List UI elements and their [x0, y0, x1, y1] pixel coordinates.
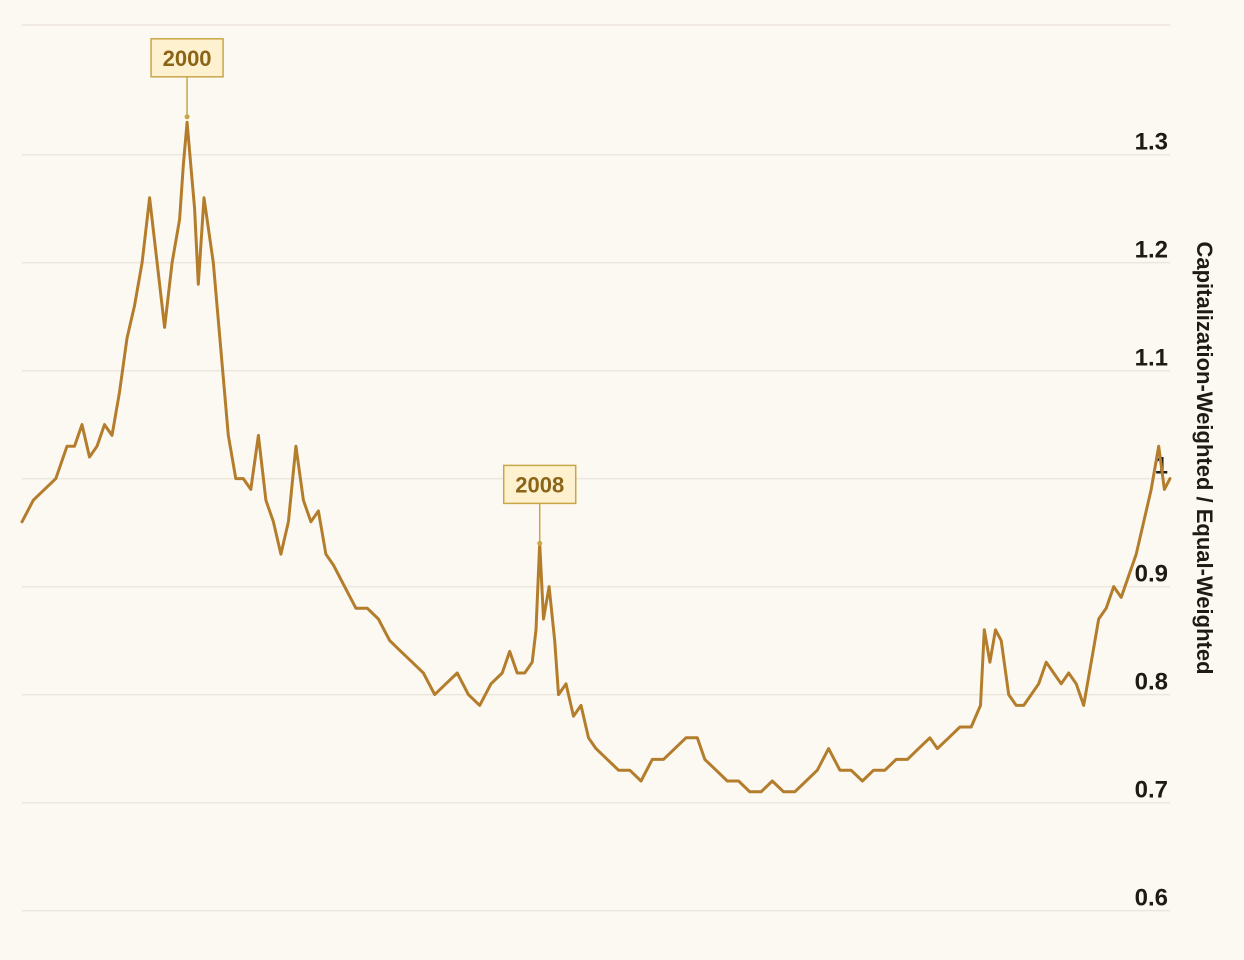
annotations: 2000 2008 — [150, 38, 577, 546]
annotation-label: 2008 — [515, 472, 564, 497]
y-tick-label: 0.9 — [1135, 561, 1168, 588]
annotation-box — [502, 464, 577, 505]
y-tick-label: 0.7 — [1135, 777, 1168, 804]
y-axis-title: Capitalization-Weighted / Equal-Weighted — [1192, 241, 1217, 674]
annotation-2000: 2000 — [150, 38, 224, 120]
annotation-label: 2000 — [163, 46, 212, 71]
y-tick-label: 1.1 — [1135, 345, 1168, 372]
y-tick-label: 0.6 — [1135, 885, 1168, 912]
background-glow — [140, 0, 980, 150]
annotation-marker — [184, 114, 190, 120]
y-axis-ticks: 0.60.70.80.911.11.21.3 — [1135, 129, 1168, 912]
series-line — [20, 120, 1172, 794]
annotation-marker — [537, 540, 543, 546]
gridlines — [22, 24, 1170, 912]
y-tick-label: 1.3 — [1135, 129, 1168, 156]
annotation-box — [150, 38, 224, 78]
y-tick-label: 1.2 — [1135, 237, 1168, 264]
annotation-2008: 2008 — [502, 464, 577, 546]
y-tick-label: 0.8 — [1135, 669, 1168, 696]
